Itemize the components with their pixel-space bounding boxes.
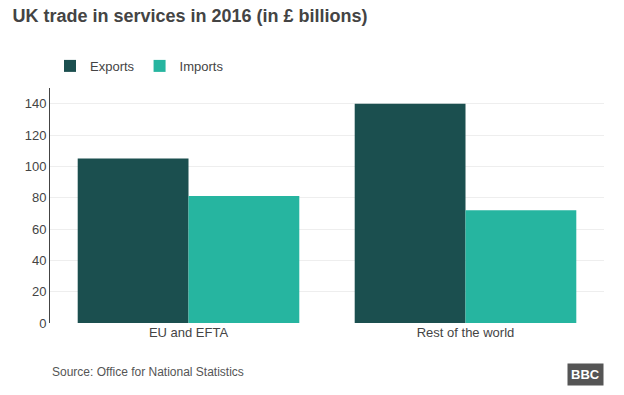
svg-text:BBC: BBC (571, 367, 600, 382)
svg-text:100: 100 (25, 159, 47, 174)
svg-text:60: 60 (32, 222, 46, 237)
svg-text:0: 0 (39, 316, 46, 331)
svg-text:UK trade in services in 2016 (: UK trade in services in 2016 (in £ billi… (12, 6, 367, 26)
svg-text:Imports: Imports (180, 59, 224, 74)
svg-text:Exports: Exports (90, 59, 135, 74)
svg-text:80: 80 (32, 190, 46, 205)
svg-text:120: 120 (25, 128, 47, 143)
svg-text:EU and EFTA: EU and EFTA (149, 325, 229, 340)
svg-text:Rest of the world: Rest of the world (417, 325, 515, 340)
svg-text:40: 40 (32, 253, 46, 268)
svg-text:20: 20 (32, 284, 46, 299)
svg-text:140: 140 (25, 96, 47, 111)
svg-text:Source: Office for National St: Source: Office for National Statistics (52, 365, 244, 379)
